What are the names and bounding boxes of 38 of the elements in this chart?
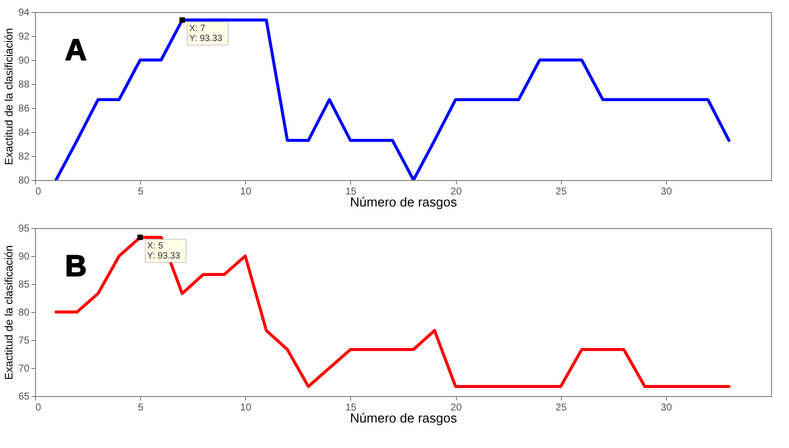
x-tick-label: 15	[345, 402, 357, 414]
x-axis-title: Número de rasgos	[350, 410, 458, 426]
x-tick-label: 5	[138, 186, 144, 198]
x-tick-label: 10	[240, 402, 252, 414]
y-axis-title: Exactitud de la clasificación	[3, 245, 16, 380]
line-series	[54, 234, 730, 388]
y-tick-label: 90	[18, 56, 30, 66]
x-tick-label: 5	[138, 402, 144, 414]
x-tick-label: 20	[450, 402, 462, 414]
x-tick-label: 0	[36, 402, 42, 414]
x-tick-label: 30	[660, 186, 672, 198]
x-tick-label: 15	[345, 186, 357, 198]
y-tick-label: 92	[18, 32, 30, 42]
annotation: B	[65, 250, 87, 283]
y-tick-label: 82	[18, 152, 30, 162]
x-tick-label: 10	[240, 186, 252, 198]
y-tick-label: 95	[18, 224, 30, 234]
y-tick-label: 88	[18, 80, 30, 90]
annotation: X: 7 Y: 93.33	[189, 23, 222, 44]
y-tick-label: 70	[18, 364, 30, 374]
y-tick-label: 80	[18, 176, 30, 186]
x-tick-label: 25	[556, 402, 568, 414]
y-axis-title: Exactitud de la clasificiación	[3, 28, 16, 165]
y-tick-label: 85	[18, 280, 30, 290]
y-tick-label: 75	[18, 336, 30, 346]
x-tick-label: 30	[660, 402, 672, 414]
x-axis-title: Número de rasgos	[350, 194, 458, 210]
y-tick-label: 84	[18, 128, 30, 138]
y-tick-label: 86	[18, 104, 30, 114]
x-tick-label: 25	[556, 186, 568, 198]
x-tick-label: 20	[450, 186, 462, 198]
x-tick-label: 0	[36, 186, 42, 198]
y-tick-label: 80	[18, 308, 30, 318]
annotation: A	[65, 34, 87, 67]
annotation: X: 5 Y: 93.33	[147, 240, 180, 260]
y-tick-label: 90	[18, 252, 30, 262]
y-tick-label: 94	[18, 8, 30, 18]
y-tick-label: 65	[18, 392, 30, 402]
